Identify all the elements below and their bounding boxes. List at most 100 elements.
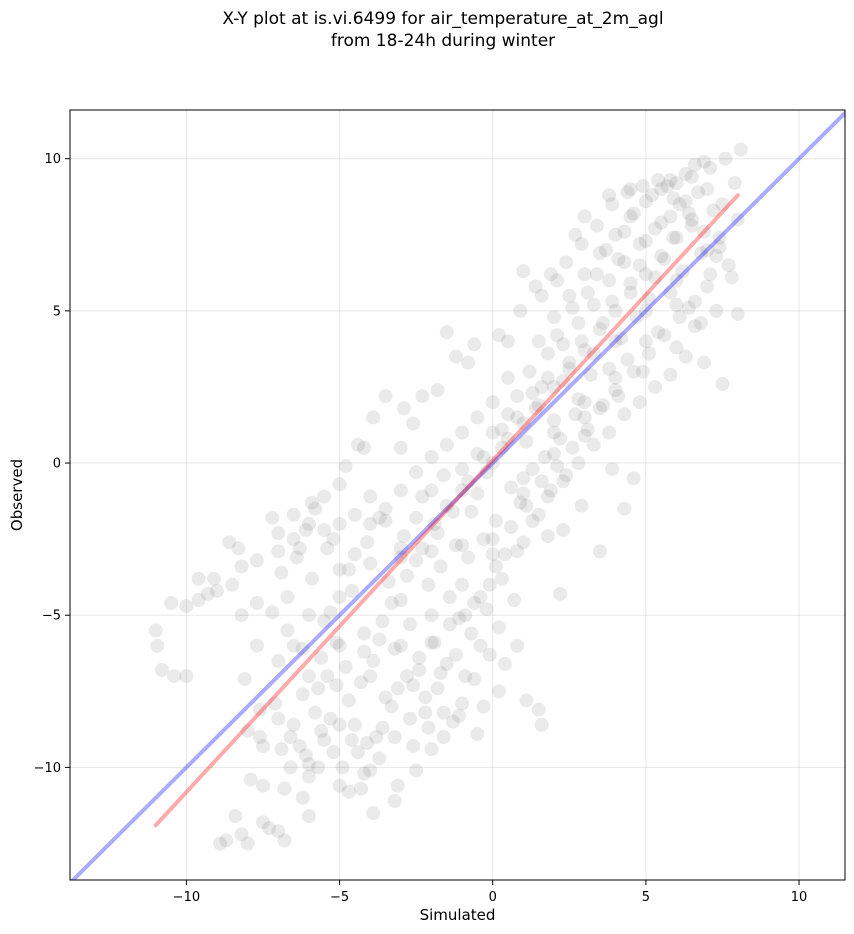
scatter-point: [510, 410, 525, 425]
scatter-point: [654, 215, 669, 230]
scatter-point: [547, 380, 561, 394]
scatter-point: [207, 571, 221, 586]
scatter-point: [430, 383, 445, 397]
scatter-point: [329, 635, 344, 650]
scatter-point: [295, 790, 310, 805]
scatter-point: [387, 793, 402, 808]
scatter-point: [479, 602, 494, 617]
scatter-point: [694, 316, 708, 330]
scatter-point: [586, 297, 601, 312]
scatter-point: [228, 809, 243, 824]
scatter-point: [283, 730, 298, 744]
scatter-point: [464, 504, 479, 519]
scatter-point: [703, 160, 718, 175]
scatter-point: [562, 361, 577, 376]
scatter-point: [375, 720, 390, 735]
scatter-point: [681, 300, 696, 315]
scatter-point: [596, 398, 610, 413]
scatter-point: [519, 498, 534, 513]
scatter-point: [372, 510, 387, 525]
scatter-point: [498, 656, 512, 671]
scatter-point: [510, 389, 525, 404]
scatter-point: [574, 236, 589, 251]
scatter-point: [531, 507, 546, 522]
scatter-point: [706, 203, 721, 218]
scatter-point: [654, 249, 669, 264]
scatter-point: [586, 437, 601, 452]
scatter-point: [623, 209, 638, 224]
scatter-point: [611, 252, 626, 267]
scatter-point: [191, 593, 206, 607]
scatter-point: [305, 571, 319, 586]
scatter-point: [620, 352, 635, 367]
scatter-point: [252, 702, 267, 717]
scatter-point: [494, 571, 509, 586]
scatter-point: [455, 577, 470, 592]
scatter-point: [243, 772, 258, 787]
scatter-point: [592, 246, 607, 260]
scatter-point: [638, 334, 653, 349]
scatter-point: [626, 206, 641, 221]
scatter-point: [433, 559, 448, 574]
scatter-point: [378, 389, 393, 404]
scatter-point: [439, 498, 454, 513]
y-axis-label: Observed: [8, 459, 26, 531]
scatter-point: [525, 513, 540, 528]
scatter-point: [461, 474, 476, 489]
scatter-point: [421, 577, 436, 592]
scatter-point: [249, 553, 264, 568]
scatter-point: [608, 334, 623, 349]
scatter-point: [580, 285, 595, 300]
scatter-point: [280, 623, 295, 638]
scatter-point: [286, 638, 301, 653]
scatter-point: [663, 367, 678, 382]
scatter-point: [700, 279, 715, 294]
x-tick-label: 0: [489, 890, 497, 905]
scatter-point: [445, 714, 460, 729]
scatter-point: [256, 778, 270, 793]
scatter-point: [415, 541, 430, 556]
scatter-point: [332, 638, 347, 653]
scatter-point: [439, 325, 454, 340]
scatter-point: [179, 669, 194, 684]
scatter-point: [571, 316, 586, 330]
scatter-point: [602, 361, 617, 376]
scatter-point: [421, 720, 436, 735]
scatter-point: [592, 401, 607, 416]
scatter-point: [550, 328, 565, 343]
scatter-point: [311, 681, 326, 696]
scatter-point: [449, 647, 463, 662]
scatter-point: [617, 224, 632, 239]
scatter-point: [341, 693, 356, 708]
scatter-point: [225, 577, 240, 592]
scatter-point: [476, 699, 491, 714]
y-tick-label: 10: [44, 152, 61, 167]
scatter-point: [320, 669, 335, 684]
scatter-point: [400, 669, 414, 684]
scatter-point: [559, 468, 574, 483]
scatter-point: [608, 303, 623, 318]
scatter-point: [540, 489, 555, 504]
scatter-point: [522, 364, 537, 379]
scatter-point: [691, 185, 705, 200]
scatter-point: [292, 739, 307, 754]
data-points: [148, 142, 748, 851]
scatter-point: [485, 395, 500, 410]
scatter-point: [498, 547, 512, 562]
scatter-point: [311, 760, 326, 775]
scatter-point: [354, 675, 368, 690]
scatter-point: [703, 267, 718, 282]
y-tick-label: −10: [34, 761, 61, 776]
scatter-point: [510, 544, 525, 559]
scatter-point: [366, 410, 381, 425]
scatter-point: [669, 340, 684, 355]
scatter-point: [592, 322, 607, 337]
scatter-point: [400, 568, 414, 583]
scatter-point: [694, 246, 708, 260]
scatter-point: [455, 696, 470, 711]
scatter-point: [623, 276, 638, 291]
scatter-point: [577, 267, 592, 282]
scatter-point: [148, 623, 163, 638]
scatter-point: [378, 690, 393, 705]
scatter-point: [648, 221, 663, 236]
